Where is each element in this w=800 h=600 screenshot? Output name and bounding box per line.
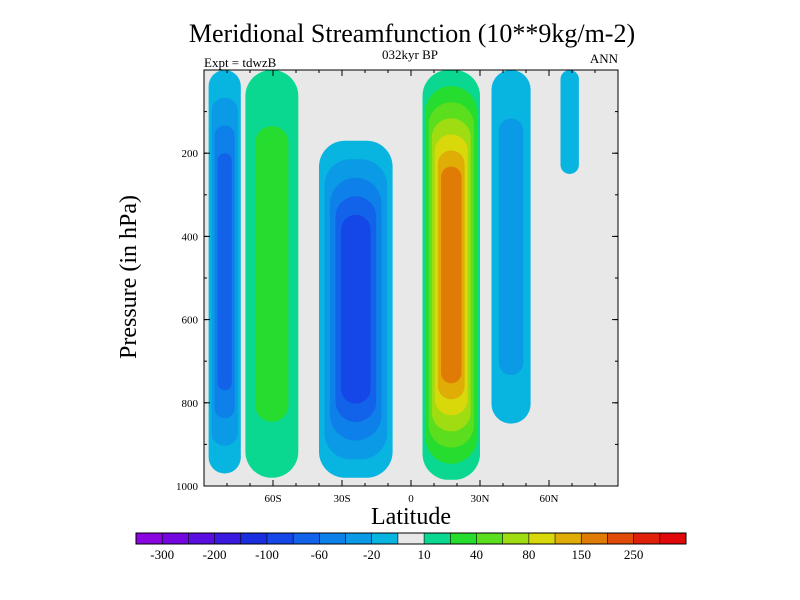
colorbar-label: -200 bbox=[203, 547, 227, 562]
colorbar-label: 250 bbox=[624, 547, 644, 562]
chart-subtitle-right: ANN bbox=[590, 51, 619, 66]
y-tick-label: 400 bbox=[182, 231, 199, 243]
colorbar-swatch bbox=[214, 533, 242, 544]
southern-ferrel-cell-band-20 bbox=[255, 126, 289, 422]
chart-title: Meridional Streamfunction (10**9kg/m-2) bbox=[189, 19, 635, 48]
field-southern-hadley-cell bbox=[319, 140, 393, 478]
colorbar-swatch bbox=[555, 533, 582, 544]
colorbar: -300 -200 -100 -60 -20 10 40 80 150 250 bbox=[135, 532, 687, 562]
field-southern-ferrel-cell bbox=[245, 70, 299, 478]
chart-subtitle-left: Expt = tdwzB bbox=[204, 55, 277, 70]
colorbar-label: 150 bbox=[571, 547, 591, 562]
chart-subtitle-center: 032kyr BP bbox=[382, 47, 438, 62]
colorbar-swatch bbox=[293, 533, 320, 544]
colorbar-swatch bbox=[397, 533, 425, 544]
colorbar-swatch bbox=[424, 533, 451, 544]
y-tick-label: 200 bbox=[182, 148, 199, 160]
southern-polar-cell-band--60 bbox=[217, 153, 232, 391]
x-tick-label: 60N bbox=[540, 493, 559, 505]
northern-hadley-cell-band-150 bbox=[441, 166, 462, 384]
northern-polar-cell-band--10 bbox=[560, 70, 579, 174]
colorbar-label: -300 bbox=[150, 547, 174, 562]
colorbar-swatch bbox=[319, 533, 346, 544]
x-tick-label: 60S bbox=[264, 493, 281, 505]
colorbar-swatch bbox=[371, 533, 399, 544]
field-northern-hadley-cell bbox=[422, 70, 480, 480]
x-tick-label: 30S bbox=[333, 493, 350, 505]
colorbar-swatch bbox=[240, 533, 268, 544]
x-tick-label: 0 bbox=[408, 493, 414, 505]
field-northern-ferrel-cell bbox=[491, 70, 531, 424]
colorbar-swatch bbox=[266, 533, 294, 544]
colorbar-swatch bbox=[476, 533, 503, 544]
colorbar-label: 80 bbox=[522, 547, 535, 562]
x-axis-label: Latitude bbox=[371, 504, 451, 530]
colorbar-swatch bbox=[528, 533, 556, 544]
field-northern-polar-cell bbox=[560, 70, 579, 174]
colorbar-swatch bbox=[659, 533, 687, 544]
colorbar-label: -20 bbox=[363, 547, 380, 562]
southern-hadley-cell-band--80 bbox=[341, 214, 371, 404]
colorbar-swatch bbox=[581, 533, 608, 544]
colorbar-swatch bbox=[136, 533, 163, 544]
y-tick-label: 600 bbox=[182, 315, 199, 327]
northern-ferrel-cell-band--20 bbox=[498, 118, 524, 375]
field-southern-polar-cell bbox=[208, 70, 241, 474]
axis-ticks: 60S 30S 0 30N 60N 200 400 600 800 1000 bbox=[176, 70, 618, 505]
colorbar-label: 40 bbox=[470, 547, 483, 562]
y-axis-label: Pressure (in hPa) bbox=[116, 195, 142, 359]
colorbar-swatch bbox=[633, 533, 661, 544]
colorbar-label: -100 bbox=[255, 547, 279, 562]
colorbar-swatch bbox=[345, 533, 373, 544]
colorbar-swatch bbox=[450, 533, 477, 544]
y-tick-label: 1000 bbox=[176, 481, 199, 493]
colorbar-frame bbox=[135, 532, 687, 545]
x-tick-label: 30N bbox=[471, 493, 490, 505]
colorbar-swatch bbox=[502, 533, 530, 544]
contour-fields bbox=[208, 70, 579, 480]
colorbar-label: -60 bbox=[311, 547, 328, 562]
colorbar-swatch bbox=[607, 533, 634, 544]
colorbar-swatch bbox=[188, 533, 215, 544]
colorbar-label: 10 bbox=[418, 547, 431, 562]
y-tick-label: 800 bbox=[182, 398, 199, 410]
colorbar-swatch bbox=[162, 533, 189, 544]
